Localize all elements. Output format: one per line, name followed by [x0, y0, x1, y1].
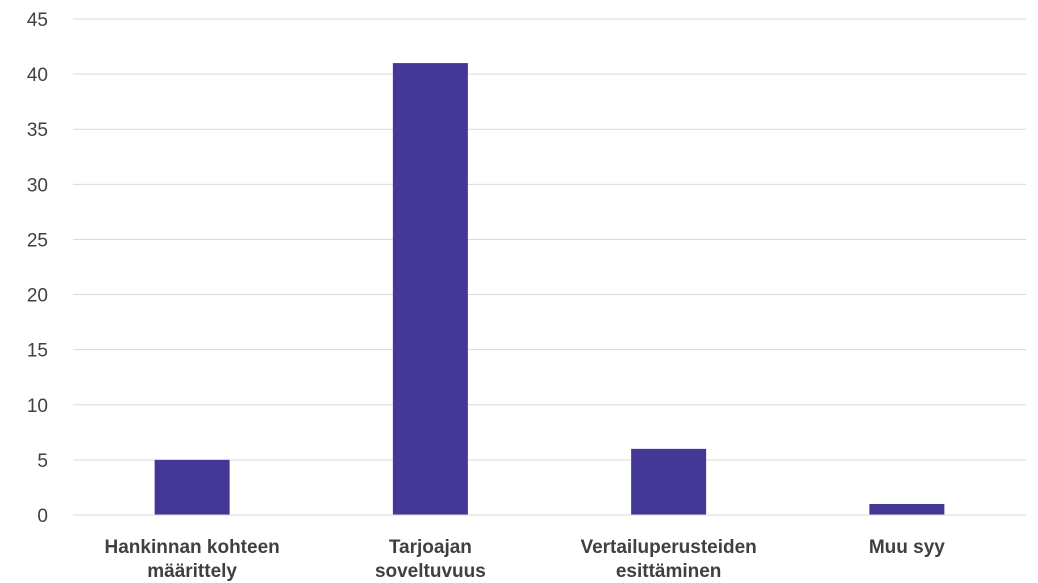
y-tick-label: 5 — [37, 451, 48, 472]
y-tick-label: 25 — [27, 230, 48, 251]
y-tick-label: 40 — [27, 65, 48, 86]
x-category-label: Hankinnan kohteen — [105, 537, 280, 558]
bar — [392, 63, 468, 515]
x-category-label: Tarjoajan — [389, 537, 472, 558]
gridlines — [73, 18, 1026, 461]
bars — [154, 63, 945, 515]
y-axis-tick-labels: 0 5 10 15 20 25 30 35 40 45 — [27, 10, 48, 527]
x-category-label: soveltuvuus — [375, 561, 486, 582]
bar — [631, 448, 707, 515]
y-tick-label: 10 — [27, 396, 48, 417]
y-tick-label: 20 — [27, 286, 48, 307]
y-tick-label: 45 — [27, 10, 48, 31]
y-tick-label: 0 — [37, 506, 48, 527]
x-category-label: esittäminen — [616, 561, 722, 582]
y-tick-label: 30 — [27, 175, 48, 196]
bar — [869, 503, 945, 515]
x-category-label: Muu syy — [869, 537, 945, 558]
y-tick-label: 15 — [27, 341, 48, 362]
x-category-label: Vertailuperusteiden — [580, 537, 756, 558]
x-axis-category-labels: Hankinnan kohteen määrittely Tarjoajan sove… — [105, 537, 946, 582]
x-category-label: määrittely — [147, 561, 237, 582]
y-tick-label: 35 — [27, 120, 48, 141]
bar — [154, 459, 230, 515]
